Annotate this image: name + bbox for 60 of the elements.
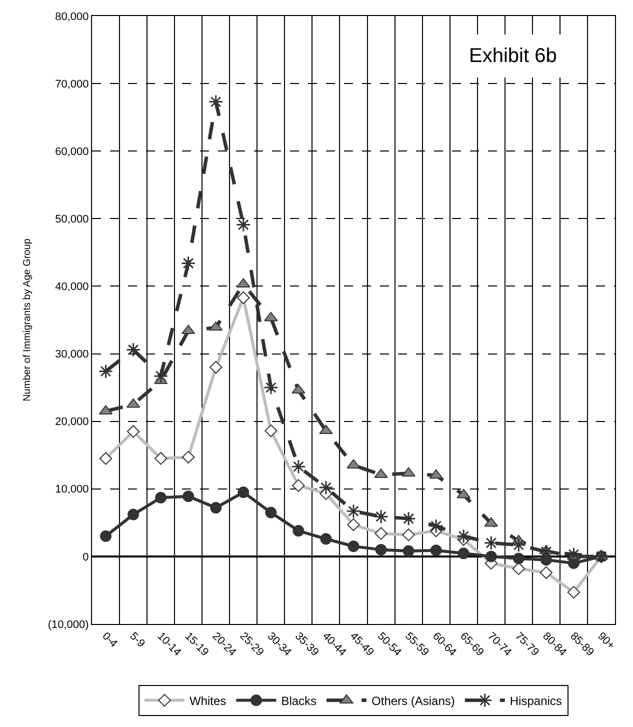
x-tick-label: 90+ bbox=[595, 630, 617, 652]
point bbox=[430, 544, 442, 556]
point bbox=[429, 469, 443, 479]
point bbox=[292, 525, 304, 537]
point bbox=[318, 480, 334, 495]
x-tick-label: 5-9 bbox=[127, 630, 148, 650]
point bbox=[153, 368, 168, 384]
y-tick-label: 40,000 bbox=[55, 281, 89, 294]
point bbox=[100, 530, 112, 542]
point bbox=[375, 544, 387, 556]
point bbox=[128, 508, 140, 520]
y-tick-label: 10,000 bbox=[55, 484, 89, 496]
y-tick-label: 30,000 bbox=[55, 348, 89, 361]
point bbox=[512, 552, 524, 564]
y-tick-label: 0 bbox=[82, 551, 89, 564]
point bbox=[180, 256, 196, 271]
point bbox=[484, 517, 498, 527]
point bbox=[208, 94, 224, 110]
y-tick-label: 60,000 bbox=[55, 146, 89, 158]
point bbox=[236, 217, 251, 232]
annotation: Exhibit 6b bbox=[469, 45, 557, 67]
point bbox=[401, 511, 416, 526]
point bbox=[540, 554, 552, 566]
point bbox=[374, 509, 388, 524]
point bbox=[155, 492, 167, 504]
point bbox=[210, 502, 222, 514]
legend-label: Whites bbox=[190, 694, 226, 708]
point bbox=[126, 342, 141, 358]
point bbox=[402, 545, 414, 557]
y-tick-label: 20,000 bbox=[55, 416, 89, 428]
point bbox=[238, 486, 250, 498]
y-tick-label: 70,000 bbox=[55, 78, 89, 90]
point bbox=[458, 548, 470, 560]
point bbox=[456, 488, 470, 498]
legend-label: Blacks bbox=[281, 694, 317, 708]
point bbox=[264, 312, 278, 322]
point bbox=[209, 321, 223, 331]
point bbox=[292, 384, 306, 394]
y-axis-title: Number of Immigrants by Age Group bbox=[22, 238, 33, 402]
point bbox=[291, 459, 306, 474]
point bbox=[428, 518, 444, 534]
legend-label: Hispanics bbox=[510, 694, 562, 708]
point bbox=[402, 467, 416, 477]
x-tick-label: 0-4 bbox=[100, 630, 120, 650]
point bbox=[264, 380, 278, 395]
point bbox=[348, 540, 360, 552]
point bbox=[485, 550, 497, 562]
point bbox=[484, 536, 498, 550]
point bbox=[456, 528, 471, 544]
point bbox=[265, 506, 277, 518]
point bbox=[511, 538, 526, 552]
point bbox=[98, 364, 114, 379]
legend-label: Others (Asians) bbox=[372, 694, 455, 708]
point bbox=[346, 504, 361, 519]
y-tick-label: (10,000) bbox=[48, 618, 89, 631]
y-tick-label: 80,000 bbox=[55, 10, 89, 23]
point bbox=[320, 533, 332, 545]
point bbox=[182, 490, 194, 502]
point bbox=[319, 424, 333, 434]
y-tick-label: 50,000 bbox=[55, 214, 89, 226]
